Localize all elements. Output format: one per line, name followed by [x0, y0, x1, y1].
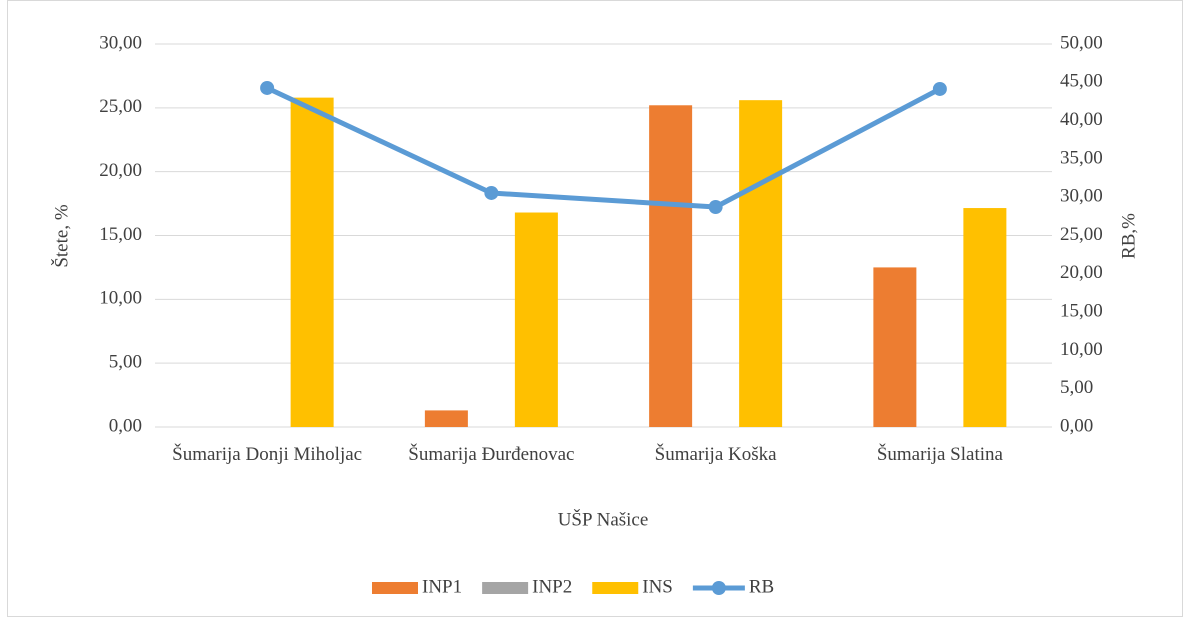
x-tick-label: Šumarija Koška	[654, 444, 777, 465]
y2-tick-label: 5,00	[1060, 377, 1093, 398]
line	[266, 85, 942, 210]
line-marker	[260, 80, 275, 95]
y2-tick-label: 45,00	[1060, 71, 1103, 92]
bar	[739, 100, 783, 427]
y-tick-label: 25,00	[99, 96, 142, 117]
y-tick-label: 30,00	[99, 32, 142, 53]
y-tick-label: 0,00	[109, 415, 142, 436]
bar	[873, 267, 917, 427]
legend-swatch	[592, 582, 639, 594]
y2-tick-label: 20,00	[1060, 262, 1103, 283]
y2-tick-label: 35,00	[1060, 147, 1103, 168]
y-tick-label: 10,00	[99, 288, 142, 309]
legend-swatch	[372, 582, 418, 594]
y-axis-title: Štete, %	[50, 204, 72, 267]
bar	[290, 97, 334, 428]
y2-tick-label: 30,00	[1060, 186, 1103, 207]
y2-tick-label: 10,00	[1060, 339, 1103, 360]
line-marker	[708, 200, 723, 215]
line-marker	[484, 185, 499, 200]
legend-label: INP1	[422, 576, 462, 597]
y2-tick-label: 40,00	[1060, 109, 1103, 130]
y2-tick-label: 25,00	[1060, 224, 1103, 245]
x-tick-label: Šumarija Slatina	[876, 444, 1003, 465]
y-tick-label: 20,00	[99, 160, 142, 181]
legend-label: INS	[642, 576, 673, 597]
y-tick-label: 15,00	[99, 224, 142, 245]
bar	[963, 208, 1007, 427]
line-marker	[932, 81, 947, 96]
x-tick-label: Šumarija Donji Miholjac	[172, 444, 363, 465]
y2-tick-label: 0,00	[1060, 415, 1093, 436]
legend-swatch	[482, 582, 529, 594]
y-tick-label: 5,00	[109, 352, 142, 373]
x-axis-title: UŠP Našice	[558, 508, 649, 530]
bar	[424, 410, 468, 427]
y2-tick-label: 50,00	[1060, 32, 1103, 53]
bar	[514, 212, 558, 427]
legend-swatch	[711, 581, 726, 595]
bar	[649, 105, 693, 427]
x-tick-label: Šumarija Đurđenovac	[408, 444, 575, 465]
legend-label: RB	[749, 576, 774, 597]
y2-axis-title: RB,%	[1118, 213, 1139, 259]
y2-tick-label: 15,00	[1060, 300, 1103, 321]
legend-label: INP2	[532, 576, 572, 597]
